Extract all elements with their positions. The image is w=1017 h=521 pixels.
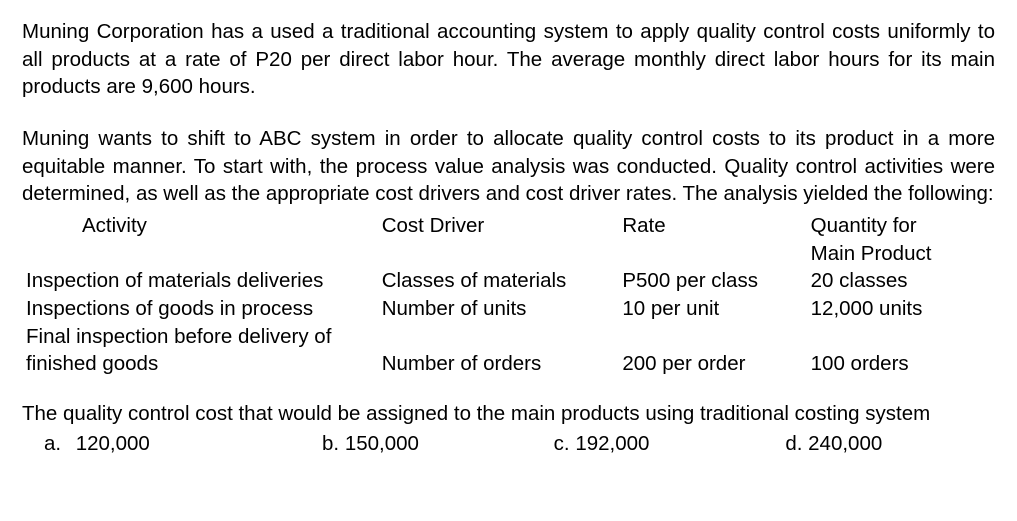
- cell-activity: Inspections of goods in process: [22, 295, 378, 323]
- header-activity: Activity: [22, 212, 378, 267]
- cell-activity-line2: finished goods: [22, 350, 378, 378]
- header-rate: Rate: [618, 212, 806, 267]
- cell-qty: 20 classes: [807, 267, 995, 295]
- answer-c-value: 192,000: [575, 432, 649, 455]
- intro-paragraph-2: Muning wants to shift to ABC system in o…: [22, 125, 995, 208]
- document-page: Muning Corporation has a used a traditio…: [0, 0, 1017, 477]
- header-quantity-line2: Main Product: [811, 242, 932, 265]
- cell-activity: Inspection of materials deliveries: [22, 267, 378, 295]
- cell-driver: Classes of materials: [378, 267, 619, 295]
- cell-driver: Number of orders: [378, 350, 619, 378]
- answer-d-value: 240,000: [808, 432, 882, 455]
- table-header-row: Activity Cost Driver Rate Quantity for M…: [22, 212, 995, 267]
- answer-choices: a. 120,000 b. 150,000 c. 192,000 d. 240,…: [22, 430, 1017, 458]
- header-quantity: Quantity for Main Product: [807, 212, 995, 267]
- cell-rate: 10 per unit: [618, 295, 806, 323]
- cell-qty: 100 orders: [807, 350, 995, 378]
- answer-b-value: 150,000: [345, 432, 419, 455]
- question-text: The quality control cost that would be a…: [22, 400, 995, 428]
- table-row: Inspections of goods in process Number o…: [22, 295, 995, 323]
- cell-rate: 200 per order: [618, 350, 806, 378]
- answer-c: c. 192,000: [554, 430, 786, 458]
- header-cost-driver: Cost Driver: [378, 212, 619, 267]
- answer-a: a. 120,000: [44, 430, 322, 458]
- table-row: Inspection of materials deliveries Class…: [22, 267, 995, 295]
- cell-driver: Number of units: [378, 295, 619, 323]
- table-row: Final inspection before delivery of: [22, 323, 995, 351]
- activity-table: Activity Cost Driver Rate Quantity for M…: [22, 212, 995, 378]
- cell-activity-line1: Final inspection before delivery of: [22, 323, 378, 351]
- cell-qty: 12,000 units: [807, 295, 995, 323]
- cell-rate: P500 per class: [618, 267, 806, 295]
- answer-d: d. 240,000: [785, 430, 1017, 458]
- answer-b-label: b.: [322, 432, 339, 455]
- answer-a-value: 120,000: [76, 432, 150, 455]
- table-row: finished goods Number of orders 200 per …: [22, 350, 995, 378]
- intro-paragraph-1: Muning Corporation has a used a traditio…: [22, 18, 995, 101]
- answer-d-label: d.: [785, 432, 802, 455]
- header-quantity-line1: Quantity for: [811, 214, 917, 237]
- answer-b: b. 150,000: [322, 430, 554, 458]
- answer-c-label: c.: [554, 432, 570, 455]
- answer-a-label: a.: [44, 430, 70, 458]
